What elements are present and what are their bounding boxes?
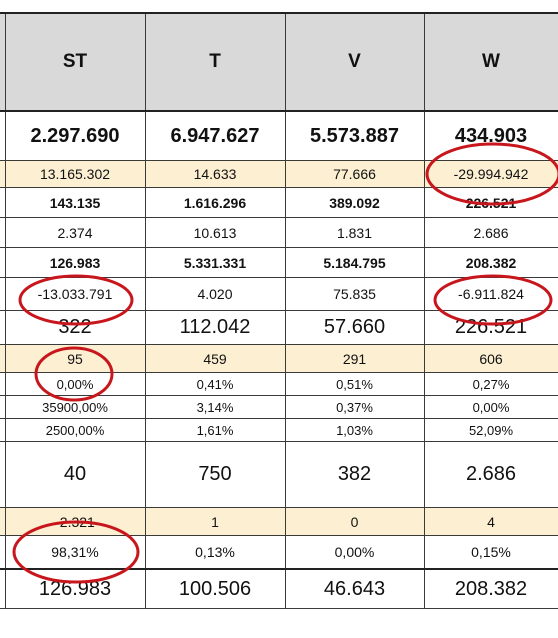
table-cell[interactable]: 40: [4, 441, 146, 508]
table-cell[interactable]: 0,27%: [423, 372, 558, 396]
data-table: ST T V W 2.297.690 6.947.627 5.573.887 434.…: [0, 12, 558, 609]
table-cell[interactable]: 1,03%: [284, 418, 425, 442]
table-cell[interactable]: 35900,00%: [4, 395, 146, 419]
table-row: 95 459 291 606: [0, 344, 558, 373]
table-cell[interactable]: 2.686: [423, 441, 558, 508]
table-cell[interactable]: 382: [284, 441, 425, 508]
table-cell[interactable]: 4.020: [144, 277, 286, 311]
table-cell[interactable]: 95: [4, 344, 146, 373]
header-row: ST T V W: [0, 12, 558, 112]
table-cell[interactable]: 14.633: [144, 160, 286, 188]
table-cell[interactable]: 322: [4, 310, 146, 345]
table-cell[interactable]: 0,15%: [423, 535, 558, 570]
table-cell[interactable]: 750: [144, 441, 286, 508]
table-cell[interactable]: 5.331.331: [144, 247, 286, 278]
table-row: 143.135 1.616.296 389.092 226.521: [0, 187, 558, 218]
table-cell[interactable]: 1.831: [284, 217, 425, 248]
table-cell[interactable]: 2.374: [4, 217, 146, 248]
table-cell[interactable]: 606: [423, 344, 558, 373]
table-cell[interactable]: -2.321: [4, 507, 146, 536]
table-cell[interactable]: 0,00%: [423, 395, 558, 419]
table-cell[interactable]: 46.643: [284, 568, 425, 609]
table-cell[interactable]: 226.521: [423, 310, 558, 345]
table-row: 98,31% 0,13% 0,00% 0,15%: [0, 535, 558, 570]
table-cell[interactable]: 2.297.690: [4, 110, 146, 161]
table-row: 322 112.042 57.660 226.521: [0, 310, 558, 345]
table-cell[interactable]: 4: [423, 507, 558, 536]
table-cell[interactable]: 0,00%: [284, 535, 425, 570]
table-cell[interactable]: 112.042: [144, 310, 286, 345]
table-cell[interactable]: 100.506: [144, 568, 286, 609]
table-cell[interactable]: 5.573.887: [284, 110, 425, 161]
table-row: 2.374 10.613 1.831 2.686: [0, 217, 558, 248]
table-cell[interactable]: 0,51%: [284, 372, 425, 396]
table-cell[interactable]: 434.903: [423, 110, 558, 161]
table-cell[interactable]: 5.184.795: [284, 247, 425, 278]
table-cell[interactable]: 126.983: [4, 247, 146, 278]
table-cell[interactable]: 0,00%: [4, 372, 146, 396]
table-cell[interactable]: 208.382: [423, 568, 558, 609]
table-cell[interactable]: 0: [284, 507, 425, 536]
table-cell[interactable]: 226.521: [423, 187, 558, 218]
table-cell[interactable]: -6.911.824: [423, 277, 558, 311]
table-cell[interactable]: 3,14%: [144, 395, 286, 419]
table-cell[interactable]: 2500,00%: [4, 418, 146, 442]
table-cell[interactable]: 126.983: [4, 568, 146, 609]
table-cell[interactable]: 13.165.302: [4, 160, 146, 188]
spreadsheet: ST T V W 2.297.690 6.947.627 5.573.887 434.…: [0, 12, 558, 609]
table-row: -13.033.791 4.020 75.835 -6.911.824: [0, 277, 558, 311]
table-body: 2.297.690 6.947.627 5.573.887 434.903 13.165…: [0, 110, 558, 609]
table-row: 40 750 382 2.686: [0, 441, 558, 508]
table-cell[interactable]: 0,41%: [144, 372, 286, 396]
table-row: 13.165.302 14.633 77.666 -29.994.942: [0, 160, 558, 188]
table-cell[interactable]: 208.382: [423, 247, 558, 278]
table-cell[interactable]: 389.092: [284, 187, 425, 218]
table-cell[interactable]: 1.616.296: [144, 187, 286, 218]
table-cell[interactable]: 1: [144, 507, 286, 536]
table-cell[interactable]: 98,31%: [4, 535, 146, 570]
table-row: 2500,00% 1,61% 1,03% 52,09%: [0, 418, 558, 442]
table-cell[interactable]: 2.686: [423, 217, 558, 248]
table-row: 126.983 5.331.331 5.184.795 208.382: [0, 247, 558, 278]
column-header-t[interactable]: T: [144, 12, 286, 112]
table-cell[interactable]: 0,13%: [144, 535, 286, 570]
table-row: 2.297.690 6.947.627 5.573.887 434.903: [0, 110, 558, 161]
table-cell[interactable]: 57.660: [284, 310, 425, 345]
table-cell[interactable]: 10.613: [144, 217, 286, 248]
column-header-w[interactable]: W: [423, 12, 558, 112]
column-header-v[interactable]: V: [284, 12, 425, 112]
table-cell[interactable]: 77.666: [284, 160, 425, 188]
table-cell[interactable]: 459: [144, 344, 286, 373]
table-row: -2.321 1 0 4: [0, 507, 558, 536]
table-cell[interactable]: 143.135: [4, 187, 146, 218]
table-cell[interactable]: -13.033.791: [4, 277, 146, 311]
column-header-st[interactable]: ST: [4, 12, 146, 112]
table-row: 0,00% 0,41% 0,51% 0,27%: [0, 372, 558, 396]
table-cell[interactable]: 6.947.627: [144, 110, 286, 161]
table-row: 35900,00% 3,14% 0,37% 0,00%: [0, 395, 558, 419]
table-cell[interactable]: 1,61%: [144, 418, 286, 442]
table-cell[interactable]: 0,37%: [284, 395, 425, 419]
table-cell[interactable]: 75.835: [284, 277, 425, 311]
table-cell[interactable]: 291: [284, 344, 425, 373]
table-row: 126.983 100.506 46.643 208.382: [0, 568, 558, 609]
table-cell[interactable]: 52,09%: [423, 418, 558, 442]
table-cell[interactable]: -29.994.942: [423, 160, 558, 188]
